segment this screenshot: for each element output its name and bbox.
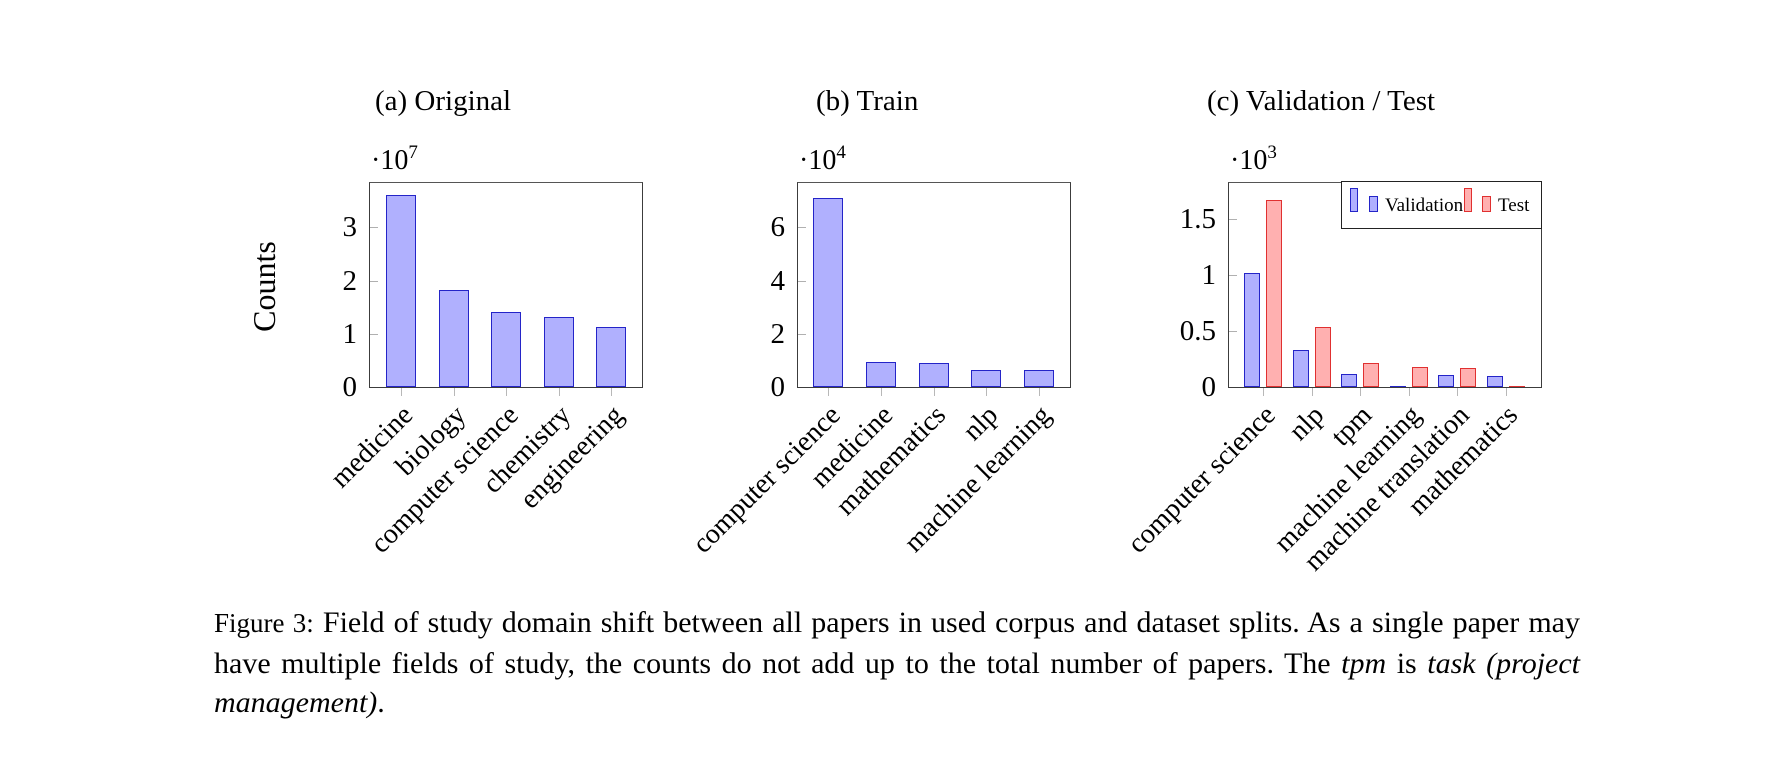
y-tick: [370, 333, 378, 335]
y-tick: [1229, 330, 1237, 332]
multiplier-exponent: 3: [1267, 142, 1277, 163]
bar-validation: [1244, 272, 1260, 387]
bar-validation: [1341, 373, 1357, 387]
bar-train: [971, 369, 1002, 387]
x-tick: [611, 388, 613, 396]
caption-part: tpm: [1341, 646, 1387, 680]
legend-label-test: Test: [1498, 195, 1530, 216]
bar-original: [386, 195, 416, 387]
y-tick-label: 2: [770, 317, 786, 350]
bar-original: [596, 326, 627, 387]
x-tick: [1457, 388, 1458, 396]
multiplier-base: ·10: [1230, 145, 1268, 176]
y-tick-label: 1: [342, 317, 358, 350]
bar-validation: [1292, 350, 1309, 387]
plot-frame-a: [369, 182, 643, 388]
caption-part: task (project management): [214, 646, 1580, 720]
legend-label-validation: Validation: [1385, 195, 1464, 216]
multiplier-b: ·104: [799, 143, 846, 176]
caption-body: Field of study domain shift between all …: [214, 606, 1580, 719]
y-tick: [370, 227, 378, 229]
x-tick: [986, 388, 988, 396]
legend-swatch-validation-short-icon: [1369, 196, 1378, 212]
x-tick: [1263, 388, 1264, 396]
bar-test: [1266, 199, 1282, 387]
bar-test: [1460, 367, 1476, 387]
y-tick-label: 0: [342, 371, 358, 403]
y-tick-label: 0.5: [1179, 314, 1216, 347]
caption-part: .: [377, 686, 385, 719]
multiplier-exponent: 7: [408, 142, 418, 163]
bar-test: [1314, 326, 1331, 387]
y-tick-label: 6: [770, 211, 786, 244]
y-axis-label: Counts: [245, 241, 282, 332]
x-tick-label: nlp: [1282, 399, 1331, 447]
bar-original: [543, 316, 574, 387]
y-tick-label: 1: [1201, 258, 1217, 291]
y-tick: [370, 280, 378, 282]
multiplier-c: ·103: [1230, 143, 1277, 176]
y-tick: [798, 280, 806, 282]
x-tick: [880, 388, 882, 396]
y-tick: [798, 227, 806, 229]
subplot-title-a: (a) Original: [375, 85, 512, 117]
y-tick-label: 3: [342, 211, 358, 244]
y-tick-label: 0: [770, 371, 786, 403]
x-tick: [506, 388, 508, 396]
bar-original: [491, 311, 522, 387]
plot-frame-b: [797, 182, 1071, 388]
bar-train: [865, 361, 896, 387]
bar-validation: [1486, 375, 1503, 387]
y-tick: [798, 333, 806, 335]
x-tick: [1505, 388, 1507, 396]
y-tick: [1229, 218, 1237, 220]
bar-original: [438, 289, 469, 387]
y-tick-label: 1.5: [1179, 202, 1216, 235]
bar-test: [1363, 363, 1379, 387]
x-tick: [1360, 388, 1361, 396]
x-tick: [1039, 388, 1040, 396]
multiplier-base: ·10: [799, 145, 837, 176]
bar-train: [918, 362, 949, 387]
bar-test: [1508, 386, 1525, 387]
x-tick: [1408, 388, 1410, 396]
legend-swatch-validation-tall-icon: [1350, 188, 1358, 212]
multiplier-base: ·10: [371, 145, 409, 176]
figure-caption: Figure 3: Field of study domain shift be…: [214, 603, 1580, 723]
subplot-title-c: (c) Validation / Test: [1207, 85, 1436, 117]
legend-swatch-test-short-icon: [1482, 196, 1491, 212]
y-tick: [1229, 274, 1237, 276]
caption-label: Figure 3:: [214, 608, 314, 638]
caption-part: Field of study domain shift between all …: [214, 606, 1581, 680]
legend: Validation Test: [1341, 181, 1542, 229]
bar-test: [1411, 367, 1428, 387]
multiplier-exponent: 4: [836, 142, 846, 163]
x-tick: [558, 388, 560, 396]
bar-train: [813, 198, 843, 387]
x-tick-label: computer science: [1121, 399, 1282, 560]
x-tick: [401, 388, 402, 396]
subplot-title-b: (b) Train: [816, 85, 919, 117]
bar-train: [1024, 370, 1054, 387]
bar-validation: [1438, 374, 1454, 387]
caption-part: is: [1386, 646, 1428, 680]
multiplier-a: ·107: [371, 143, 418, 176]
x-tick: [933, 388, 935, 396]
bar-validation: [1389, 386, 1406, 387]
x-tick: [828, 388, 829, 396]
legend-swatch-test-tall-icon: [1464, 188, 1472, 212]
y-tick-label: 4: [770, 264, 786, 297]
x-tick: [453, 388, 455, 396]
x-tick: [1311, 388, 1313, 396]
y-tick-label: 2: [342, 264, 358, 297]
y-tick-label: 0: [1201, 371, 1217, 403]
